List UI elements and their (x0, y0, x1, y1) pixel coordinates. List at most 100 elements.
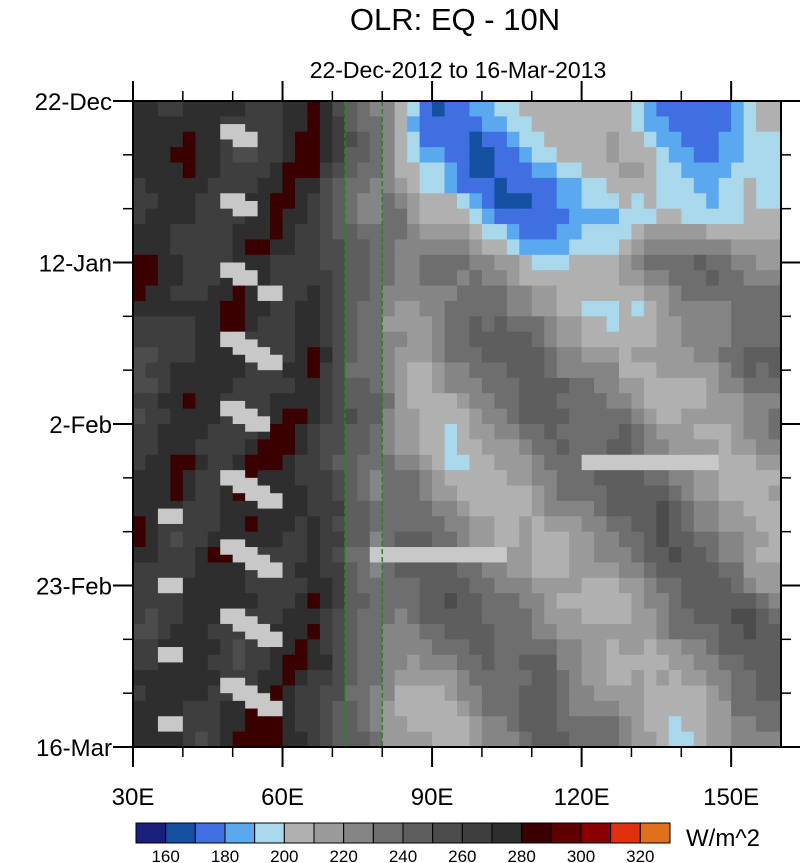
heatmap-cell (731, 254, 745, 271)
heatmap-cell (319, 547, 333, 564)
heatmap-cell (768, 270, 782, 287)
heatmap-cell (195, 454, 209, 471)
heatmap-cell (157, 347, 171, 364)
heatmap-cell (319, 670, 333, 687)
heatmap-cell (768, 424, 782, 440)
heatmap-cell (693, 331, 707, 348)
heatmap-cell (569, 300, 583, 317)
heatmap-cells (133, 101, 782, 748)
heatmap-cell (195, 147, 209, 164)
heatmap-cell (357, 147, 371, 164)
heatmap-cell (519, 101, 533, 117)
heatmap-cell (718, 300, 732, 317)
heatmap-cell (656, 439, 670, 456)
heatmap-cell (668, 685, 682, 702)
heatmap-cell (506, 424, 520, 440)
heatmap-cell (232, 716, 246, 733)
heatmap-cell (369, 162, 383, 179)
heatmap-cell (195, 224, 209, 241)
heatmap-cell (656, 408, 670, 425)
heatmap-cell (357, 700, 371, 717)
heatmap-cell (382, 424, 396, 440)
heatmap-cell (718, 408, 732, 425)
colorbar-swatch (254, 822, 285, 844)
heatmap-cell (544, 239, 558, 256)
heatmap-cell (332, 577, 346, 594)
heatmap-cell (494, 208, 508, 225)
colorbar-tick-label: 300 (567, 847, 595, 863)
heatmap-cell (369, 470, 383, 487)
heatmap-cell (594, 300, 608, 317)
heatmap-cell (743, 362, 757, 379)
heatmap-cell (145, 639, 159, 656)
heatmap-cell (681, 639, 695, 656)
heatmap-cell (220, 439, 234, 456)
heatmap-cell (556, 393, 570, 410)
heatmap-cell (768, 362, 782, 379)
heatmap-cell (182, 623, 196, 640)
heatmap-cell (681, 470, 695, 487)
heatmap-cell (693, 162, 707, 179)
heatmap-cell (594, 470, 608, 487)
heatmap-cell (432, 331, 446, 348)
heatmap-cell (756, 254, 770, 271)
heatmap-cell (631, 731, 645, 748)
heatmap-cell (631, 300, 645, 317)
heatmap-cell (245, 116, 259, 133)
heatmap-cell (756, 716, 770, 733)
heatmap-cell (768, 239, 782, 256)
heatmap-cell (506, 562, 520, 579)
heatmap-cell (681, 547, 695, 564)
heatmap-cell (643, 131, 657, 148)
heatmap-cell (594, 254, 608, 271)
heatmap-cell (195, 377, 209, 394)
heatmap-cell (394, 101, 408, 117)
heatmap-cell (344, 101, 358, 117)
heatmap-cell (145, 131, 159, 148)
heatmap-cell (556, 162, 570, 179)
heatmap-cell (307, 531, 321, 548)
heatmap-cell (556, 331, 570, 348)
heatmap-cell (681, 116, 695, 133)
heatmap-cell (469, 424, 483, 440)
heatmap-cell (457, 470, 471, 487)
heatmap-cell (643, 224, 657, 241)
heatmap-cell (444, 285, 458, 302)
heatmap-cell (332, 608, 346, 625)
heatmap-cell (668, 270, 682, 287)
heatmap-cell (743, 439, 757, 456)
heatmap-cell (594, 131, 608, 148)
heatmap-cell (768, 470, 782, 487)
heatmap-cell (307, 316, 321, 333)
heatmap-cell (170, 531, 184, 548)
heatmap-cell (344, 408, 358, 425)
heatmap-cell (307, 147, 321, 164)
heatmap-cell (332, 408, 346, 425)
heatmap-cell (756, 147, 770, 164)
heatmap-cell (332, 470, 346, 487)
heatmap-cell (668, 147, 682, 164)
heatmap-cell (195, 439, 209, 456)
heatmap-cell (731, 485, 745, 502)
heatmap-cell (444, 408, 458, 425)
heatmap-cell (382, 177, 396, 194)
missing-data-block (232, 131, 258, 148)
heatmap-cell (631, 608, 645, 625)
heatmap-cell (295, 424, 309, 440)
heatmap-cell (756, 439, 770, 456)
heatmap-cell (494, 577, 508, 594)
heatmap-cell (519, 347, 533, 364)
heatmap-cell (170, 347, 184, 364)
heatmap-cell (195, 685, 209, 702)
heatmap-cell (743, 716, 757, 733)
heatmap-cell (182, 408, 196, 425)
heatmap-cell (307, 162, 321, 179)
heatmap-cell (307, 562, 321, 579)
heatmap-cell (643, 562, 657, 579)
heatmap-cell (731, 393, 745, 410)
heatmap-cell (668, 377, 682, 394)
heatmap-cell (768, 639, 782, 656)
heatmap-cell (469, 285, 483, 302)
heatmap-cell (394, 485, 408, 502)
heatmap-cell (220, 485, 234, 502)
